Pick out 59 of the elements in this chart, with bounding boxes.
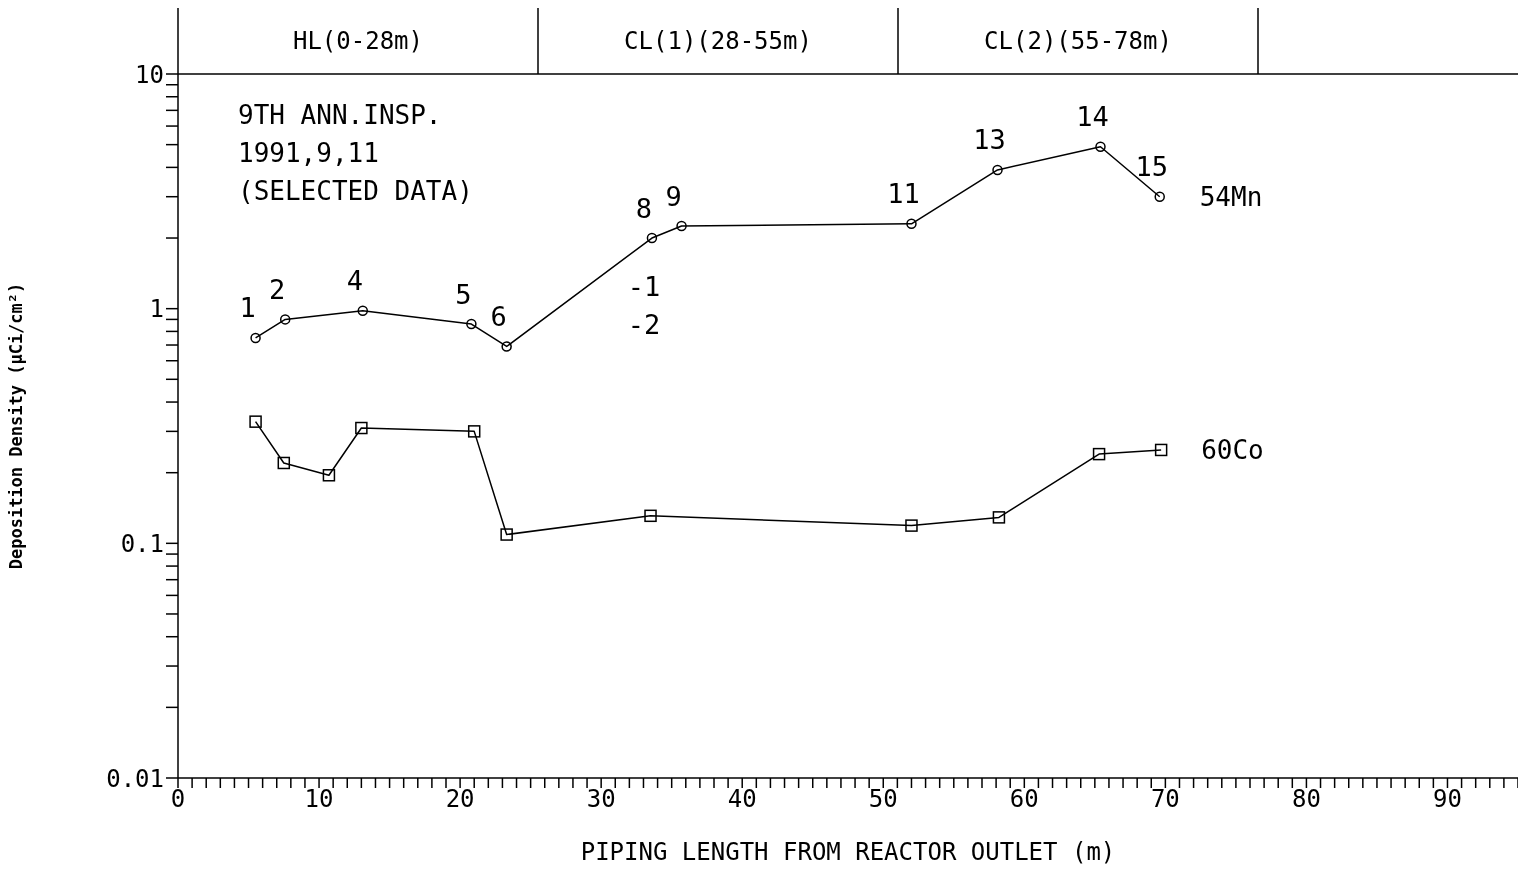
series-label: 60Co bbox=[1201, 434, 1264, 465]
point bbox=[992, 511, 1006, 524]
x-tick-label: 70 bbox=[1150, 785, 1180, 814]
point bbox=[644, 509, 657, 523]
annotation: 1 bbox=[239, 292, 256, 324]
point bbox=[279, 314, 291, 325]
point bbox=[1095, 141, 1106, 152]
point bbox=[250, 332, 261, 344]
point bbox=[467, 425, 481, 438]
point bbox=[1154, 443, 1168, 457]
annotation: 13 bbox=[973, 124, 1006, 156]
annotation: 2 bbox=[269, 273, 286, 305]
point bbox=[1154, 191, 1165, 202]
annotation: 15 bbox=[1135, 151, 1168, 183]
x-tick-label: 50 bbox=[868, 785, 898, 814]
x-tick-label: 80 bbox=[1291, 785, 1321, 814]
point bbox=[1092, 447, 1106, 461]
point bbox=[355, 421, 368, 435]
annotation: 1991,9,11 bbox=[238, 138, 379, 168]
point bbox=[277, 456, 291, 470]
y-tick-label: 0.01 bbox=[106, 764, 164, 793]
annotation: 14 bbox=[1076, 101, 1109, 133]
point bbox=[500, 528, 513, 541]
point bbox=[322, 469, 336, 482]
y-tick-label: 10 bbox=[135, 60, 164, 89]
annotation: (SELECTED DATA) bbox=[238, 176, 473, 206]
annotation: 9 bbox=[665, 180, 682, 212]
annotation: 6 bbox=[490, 300, 507, 332]
annotation: 9TH ANN.INSP. bbox=[238, 100, 442, 130]
point bbox=[905, 519, 918, 532]
x-tick-label: 90 bbox=[1433, 785, 1462, 814]
annotation: -2 bbox=[627, 308, 661, 340]
text: HL(0-28m) bbox=[292, 27, 424, 55]
annotation: 5 bbox=[455, 278, 472, 310]
point bbox=[249, 415, 262, 428]
x-tick-label: 60 bbox=[1009, 785, 1039, 814]
point bbox=[992, 164, 1003, 176]
annotation: 4 bbox=[346, 265, 363, 297]
annotation: -1 bbox=[627, 270, 661, 302]
x-tick-label: 30 bbox=[586, 785, 616, 814]
x-axis-title: PIPING LENGTH FROM REACTOR OUTLET (m) bbox=[580, 838, 1116, 866]
annotation: 8 bbox=[635, 192, 653, 224]
x-tick-label: 10 bbox=[304, 785, 334, 814]
text: CL(1)(28-55m) bbox=[624, 27, 812, 55]
x-tick-label: 20 bbox=[445, 785, 475, 814]
point bbox=[357, 305, 369, 316]
point bbox=[676, 220, 687, 232]
x-tick-label: 0 bbox=[170, 785, 186, 814]
point bbox=[906, 218, 917, 230]
text: CL(2)(55-78m) bbox=[984, 27, 1172, 55]
point bbox=[466, 318, 477, 330]
y-tick-label: 0.1 bbox=[120, 529, 164, 558]
y-axis-title: Deposition Density (μCi/cm²) bbox=[6, 282, 27, 570]
series-label: 54Mn bbox=[1199, 181, 1263, 212]
x-tick-label: 40 bbox=[727, 785, 757, 814]
point bbox=[646, 232, 658, 244]
annotation: 11 bbox=[887, 178, 920, 210]
y-tick-label: 1 bbox=[149, 295, 164, 324]
point bbox=[501, 341, 512, 352]
